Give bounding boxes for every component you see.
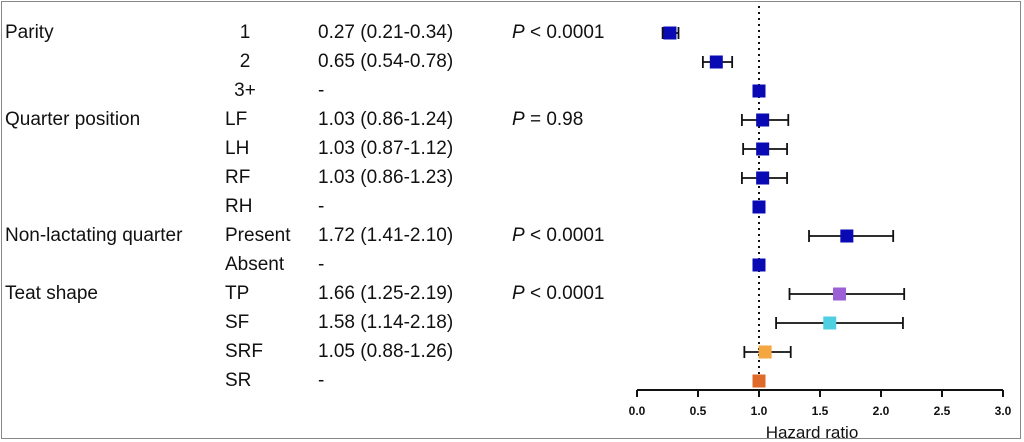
category-label: TP <box>225 283 250 304</box>
hazard-ratio-ci: 1.03 (0.86-1.23) <box>318 167 454 188</box>
variable-label: Parity <box>5 22 54 43</box>
category-label: SRF <box>225 341 263 362</box>
category-label: Present <box>225 225 291 246</box>
hazard-ratio-ci: 1.58 (1.14-2.18) <box>318 312 454 333</box>
point-marker <box>752 258 766 272</box>
category-label: LF <box>225 109 248 130</box>
point-marker <box>752 84 766 98</box>
p-value: P = 0.98 <box>512 110 583 129</box>
category-label: Absent <box>225 254 285 275</box>
p-value: P < 0.0001 <box>512 284 604 303</box>
x-tick-label: 1.0 <box>751 404 768 418</box>
x-tick-label: 2.0 <box>873 404 890 418</box>
x-tick-label: 0.5 <box>690 404 707 418</box>
p-symbol: P <box>512 22 525 43</box>
category-label: RH <box>225 196 253 217</box>
category-label: 3+ <box>234 80 256 101</box>
p-value: P < 0.0001 <box>512 23 604 42</box>
p-symbol: P <box>512 283 525 304</box>
x-axis-title: Hazard ratio <box>766 423 859 442</box>
point-marker <box>758 345 772 359</box>
p-value-text: < 0.0001 <box>524 283 605 304</box>
point-marker <box>752 200 766 214</box>
variable-label: Non-lactating quarter <box>5 225 183 246</box>
hazard-ratio-ci: 0.65 (0.54-0.78) <box>318 51 454 72</box>
point-marker <box>663 26 677 40</box>
point-marker <box>756 171 770 185</box>
hazard-ratio-ci: - <box>318 370 325 391</box>
point-marker <box>840 229 854 243</box>
point-marker <box>833 287 847 301</box>
category-label: SF <box>225 312 250 333</box>
x-tick-label: 2.5 <box>934 404 951 418</box>
point-marker <box>709 55 723 69</box>
point-marker <box>756 142 770 156</box>
hazard-ratio-ci: - <box>318 196 325 217</box>
x-tick-label: 0.0 <box>629 404 646 418</box>
category-label: SR <box>225 370 252 391</box>
x-tick-label: 3.0 <box>995 404 1012 418</box>
hazard-ratio-ci: 1.72 (1.41-2.10) <box>318 225 454 246</box>
variable-label: Quarter position <box>5 109 141 130</box>
hazard-ratio-ci: 1.05 (0.88-1.26) <box>318 341 454 362</box>
hazard-ratio-ci: 1.03 (0.87-1.12) <box>318 138 454 159</box>
hazard-ratio-ci: - <box>318 254 325 275</box>
hazard-ratio-ci: 1.03 (0.86-1.24) <box>318 109 454 130</box>
p-value-text: < 0.0001 <box>524 22 605 43</box>
category-label: 2 <box>239 51 251 72</box>
point-marker <box>823 316 837 330</box>
category-label: 1 <box>239 22 251 43</box>
p-symbol: P <box>512 225 525 246</box>
hazard-ratio-ci: 0.27 (0.21-0.34) <box>318 22 454 43</box>
variable-label: Teat shape <box>5 283 98 304</box>
point-marker <box>756 113 770 127</box>
point-marker <box>752 374 766 388</box>
hazard-ratio-ci: - <box>318 80 325 101</box>
p-symbol: P <box>512 109 525 130</box>
category-label: LH <box>225 138 250 159</box>
p-value-text: = 0.98 <box>524 109 584 130</box>
p-value-text: < 0.0001 <box>524 225 605 246</box>
p-value: P < 0.0001 <box>512 226 604 245</box>
x-tick-label: 1.5 <box>812 404 829 418</box>
category-label: RF <box>225 167 251 188</box>
hazard-ratio-ci: 1.66 (1.25-2.19) <box>318 283 454 304</box>
